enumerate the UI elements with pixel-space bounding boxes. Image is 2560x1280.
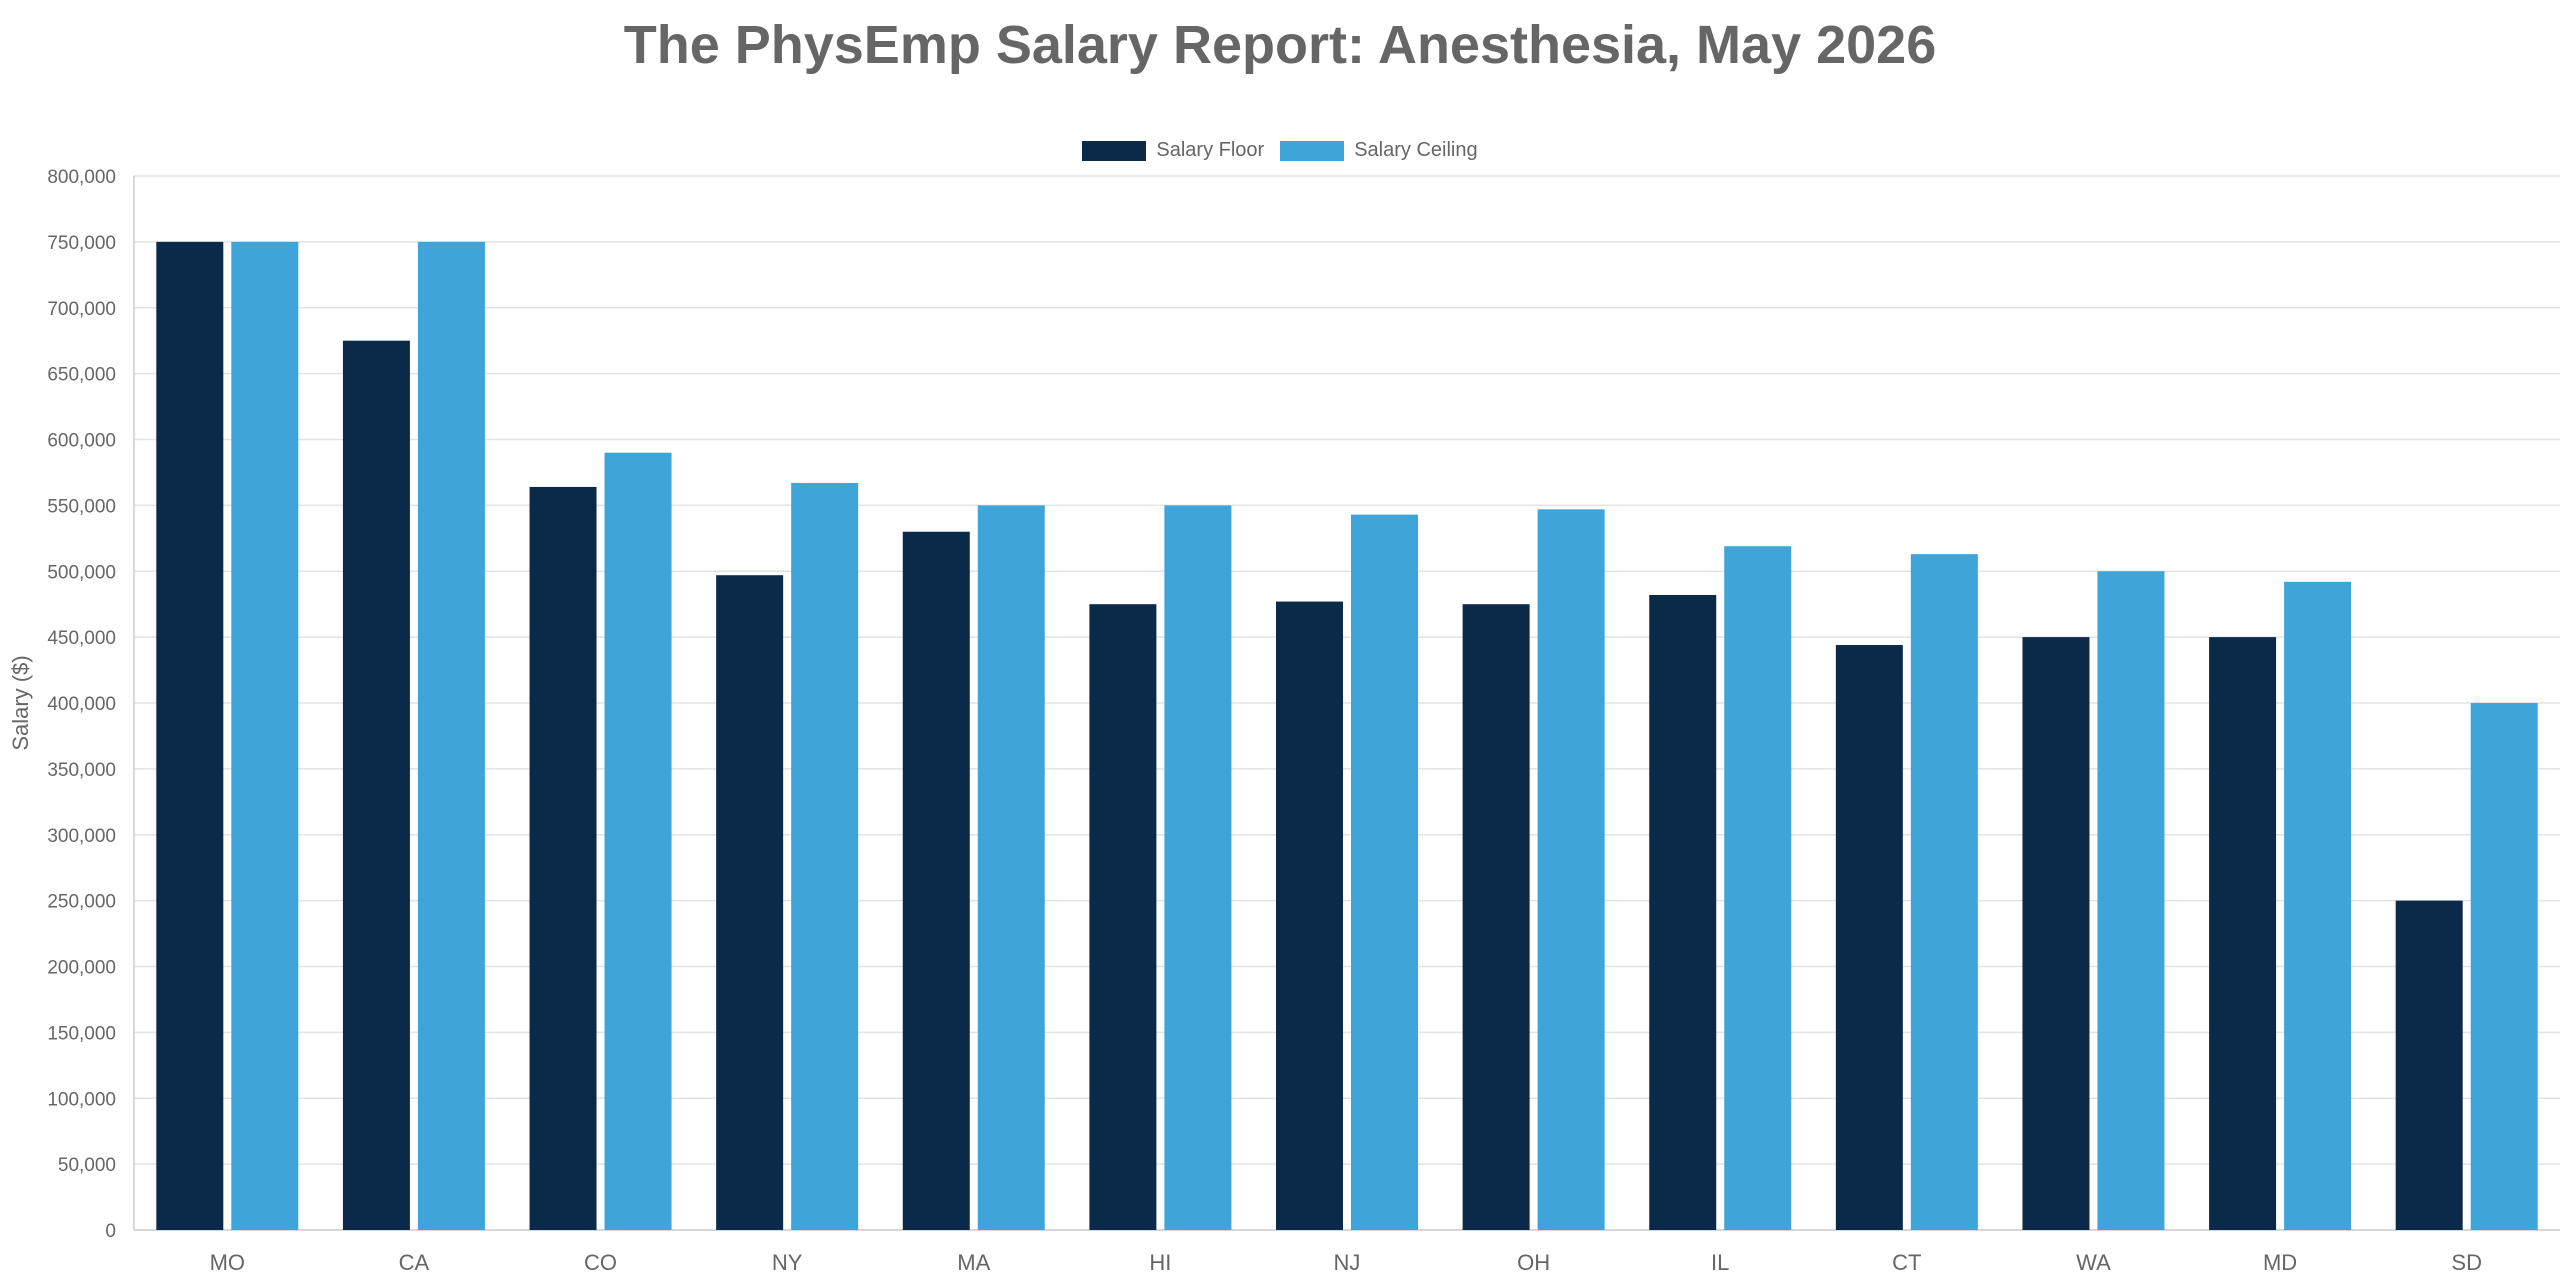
y-tick-label: 750,000: [47, 233, 116, 254]
legend: Salary Floor Salary Ceiling: [0, 139, 2560, 162]
x-tick-label: CA: [399, 1250, 430, 1275]
bar-salary-floor: [2209, 637, 2277, 1230]
legend-item-floor[interactable]: Salary Floor: [1082, 139, 1264, 162]
grid-layer: [133, 175, 2560, 1231]
bar-salary-floor: [1649, 594, 1717, 1230]
bar-salary-floor: [1276, 601, 1343, 1230]
bar-salary-ceiling: [2097, 571, 2165, 1230]
bar-salary-ceiling: [791, 482, 859, 1230]
y-tick-label: 300,000: [47, 826, 116, 847]
x-tick-label: NY: [772, 1250, 803, 1275]
bars-layer: [156, 241, 2538, 1230]
bar-salary-floor: [716, 575, 784, 1230]
bar-salary-ceiling: [1351, 514, 1418, 1230]
bar-salary-ceiling: [417, 241, 485, 1230]
bar-salary-floor: [2395, 900, 2463, 1230]
bar-salary-floor: [156, 241, 224, 1230]
bar-salary-ceiling: [1910, 554, 1978, 1230]
bar-salary-floor: [902, 531, 970, 1230]
bar-salary-floor: [1835, 645, 1903, 1230]
x-tick-label: CO: [584, 1250, 617, 1275]
bar-salary-ceiling: [1724, 546, 1792, 1230]
y-tick-label: 550,000: [47, 496, 116, 517]
legend-swatch-floor: [1082, 140, 1147, 161]
legend-item-ceiling[interactable]: Salary Ceiling: [1280, 139, 1478, 162]
bar-salary-floor: [529, 486, 597, 1230]
y-tick-label: 800,000: [47, 167, 116, 188]
x-tick-label: NJ: [1334, 1250, 1361, 1275]
y-tick-label: 500,000: [47, 562, 116, 583]
y-tick-label: 50,000: [58, 1155, 116, 1176]
bar-salary-ceiling: [1164, 505, 1232, 1230]
x-tick-label: IL: [1711, 1250, 1729, 1275]
y-tick-label: 150,000: [47, 1023, 116, 1044]
ticks-layer: 0 50,000 100,000 150,000 200,000 250,000 300,0…: [47, 167, 2482, 1275]
bar-salary-ceiling: [2470, 703, 2538, 1230]
bar-salary-ceiling: [977, 505, 1045, 1230]
bar-salary-ceiling: [604, 452, 672, 1230]
x-tick-label: HI: [1149, 1250, 1171, 1275]
y-tick-label: 450,000: [47, 628, 116, 649]
y-tick-label: 700,000: [47, 299, 116, 320]
y-axis-label: Salary ($): [8, 655, 33, 750]
bar-salary-ceiling: [2284, 581, 2352, 1230]
y-tick-label: 600,000: [47, 431, 116, 452]
x-tick-label: MO: [210, 1250, 245, 1275]
legend-swatch-ceiling: [1280, 140, 1345, 161]
x-tick-label: OH: [1517, 1250, 1550, 1275]
bar-salary-floor: [1089, 604, 1157, 1230]
y-tick-label: 350,000: [47, 760, 116, 781]
x-tick-label: MD: [2263, 1250, 2297, 1275]
chart-title: The PhysEmp Salary Report: Anesthesia, M…: [623, 15, 1937, 75]
y-tick-label: 100,000: [47, 1089, 116, 1110]
legend-label-floor: Salary Floor: [1156, 139, 1265, 161]
bar-salary-ceiling: [231, 241, 299, 1230]
bar-salary-floor: [2022, 637, 2090, 1230]
bar-salary-floor: [1462, 604, 1530, 1230]
legend-label-ceiling: Salary Ceiling: [1354, 139, 1478, 161]
y-tick-label: 0: [105, 1221, 116, 1242]
x-tick-label: MA: [957, 1250, 990, 1275]
y-tick-label: 650,000: [47, 365, 116, 386]
bar-salary-ceiling: [1537, 509, 1605, 1230]
y-tick-label: 400,000: [47, 694, 116, 715]
x-tick-label: SD: [2451, 1250, 2482, 1275]
y-tick-label: 200,000: [47, 958, 116, 979]
bar-salary-floor: [342, 340, 410, 1230]
x-tick-label: CT: [1892, 1250, 1921, 1275]
y-tick-label: 250,000: [47, 892, 116, 913]
x-tick-label: WA: [2076, 1250, 2111, 1275]
